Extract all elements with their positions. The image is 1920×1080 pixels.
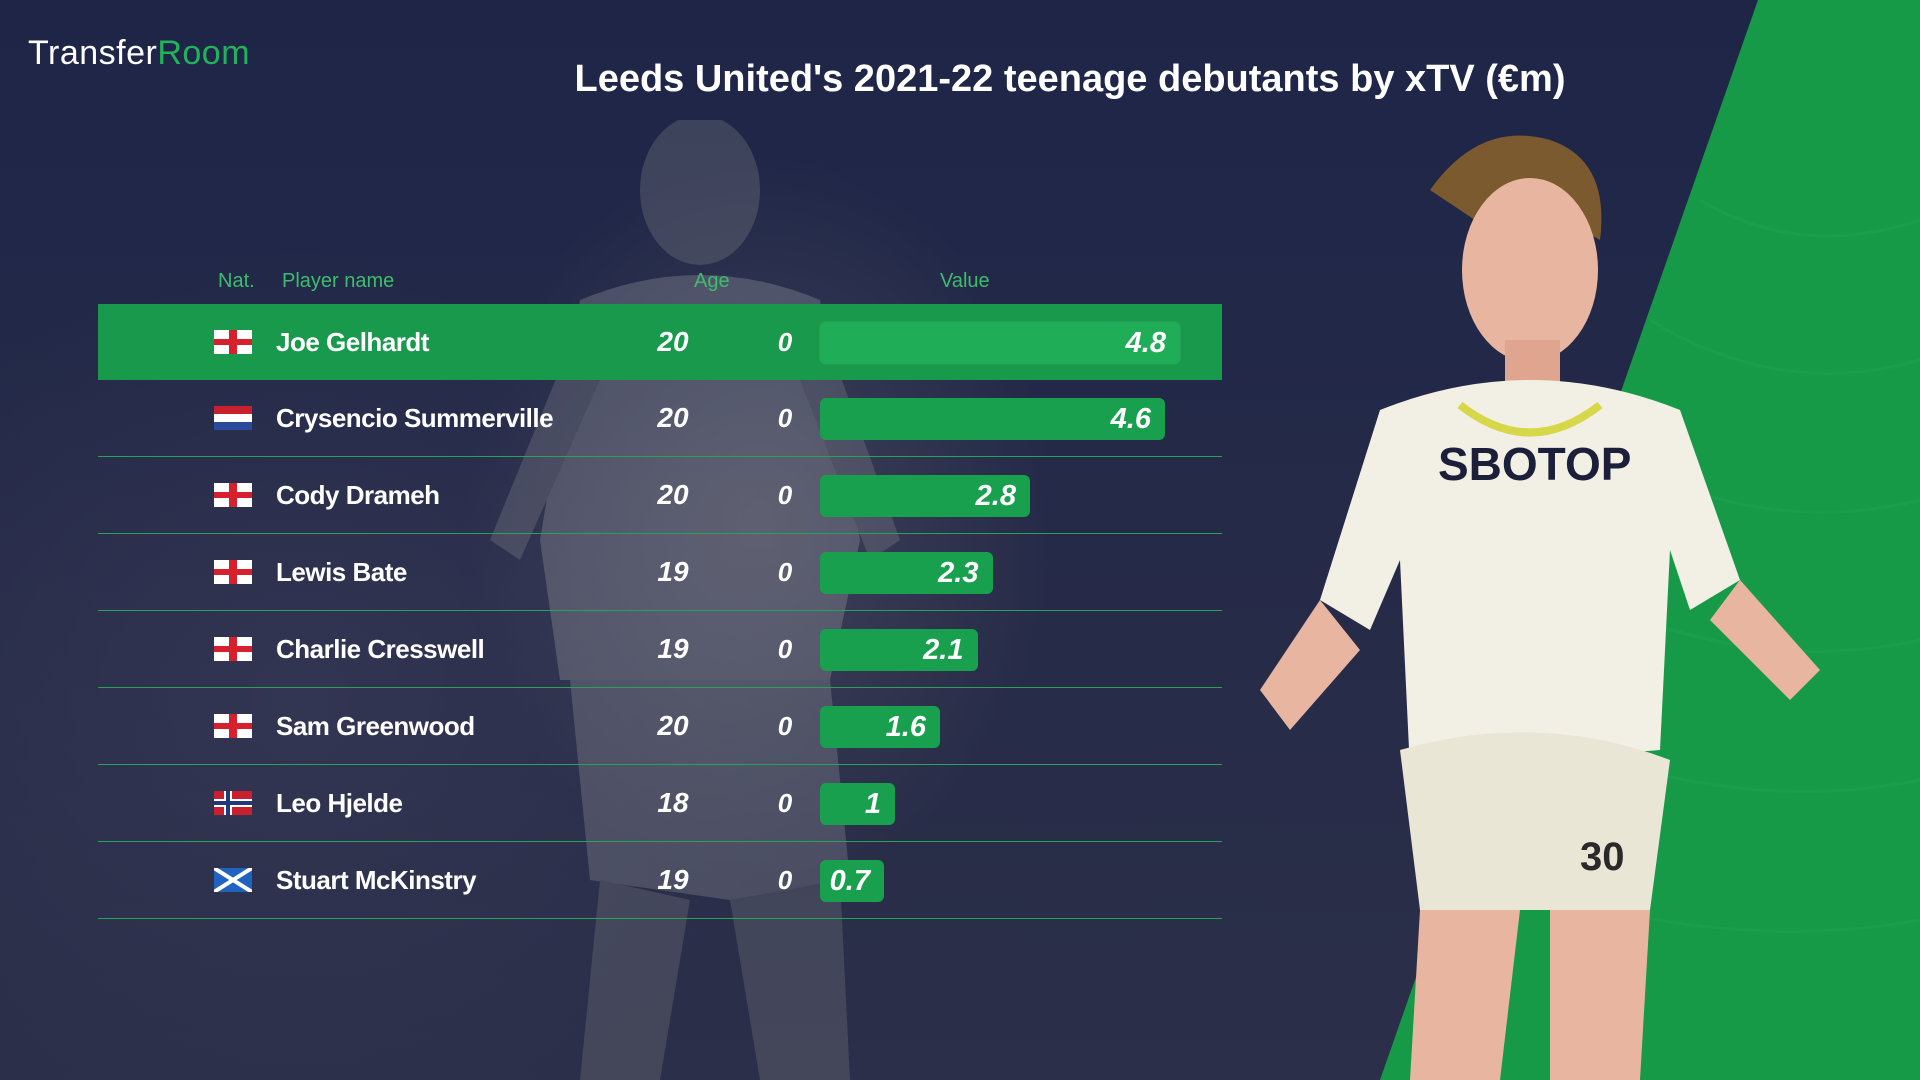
- player-age: 20: [657, 326, 689, 357]
- transferroom-logo: TransferRoom: [28, 34, 251, 72]
- table-row: Leo Hjelde 18 0 1: [98, 765, 1222, 842]
- header-age: Age: [694, 270, 730, 292]
- column-headers: Nat. Player name Age Value: [0, 270, 1240, 300]
- player-zero-stat: 0: [777, 788, 793, 818]
- england-flag-icon: [214, 714, 252, 738]
- header-nat: Nat.: [218, 270, 255, 292]
- scotland-flag-icon: [212, 866, 254, 894]
- england-flag-icon: [214, 483, 252, 507]
- player-table: Joe Gelhardt 20 0 4.8 Crysencio Summerville 2…: [98, 304, 1222, 919]
- player-zero-stat: 0: [777, 403, 793, 433]
- player-zero-stat: 0: [777, 557, 793, 587]
- value-label: 2.8: [975, 479, 1016, 512]
- player-age: 20: [657, 402, 689, 433]
- player-name: Leo Hjelde: [276, 788, 403, 818]
- player-name: Stuart McKinstry: [276, 865, 477, 895]
- value-bar: 2.8: [820, 475, 1030, 517]
- player-age: 19: [657, 556, 689, 587]
- table-row: Crysencio Summerville 20 0 4.6: [98, 380, 1222, 457]
- table-row: Lewis Bate 19 0 2.3: [98, 534, 1222, 611]
- player-name: Joe Gelhardt: [276, 327, 429, 357]
- player-age: 20: [657, 710, 689, 741]
- value-label: 4.6: [1110, 402, 1151, 435]
- player-zero-stat: 0: [777, 327, 793, 357]
- table-row: Cody Drameh 20 0 2.8: [98, 457, 1222, 534]
- value-label: 1.6: [885, 710, 926, 743]
- player-name: Cody Drameh: [276, 480, 440, 510]
- player-name: Charlie Cresswell: [276, 634, 485, 664]
- value-bar: 1: [820, 783, 895, 825]
- player-zero-stat: 0: [777, 865, 793, 895]
- norway-flag-icon: [214, 791, 252, 815]
- header-player-name: Player name: [282, 270, 395, 292]
- chart-title: Leeds United's 2021-22 teenage debutants…: [574, 58, 1566, 100]
- player-zero-stat: 0: [777, 711, 793, 741]
- player-name: Lewis Bate: [276, 557, 407, 587]
- value-label: 2.3: [938, 556, 979, 589]
- value-bar: 4.6: [820, 398, 1165, 440]
- header-value: Value: [940, 270, 990, 292]
- player-name: Crysencio Summerville: [276, 403, 554, 433]
- shorts-number: 30: [1580, 835, 1625, 879]
- value-bar: 0.7: [820, 860, 884, 902]
- player-zero-stat: 0: [777, 634, 793, 664]
- player-age: 19: [657, 633, 689, 664]
- value-bar: 2.1: [820, 629, 978, 671]
- table-row: Charlie Cresswell 19 0 2.1: [98, 611, 1222, 688]
- player-age: 19: [657, 864, 689, 895]
- player-name: Sam Greenwood: [276, 711, 475, 741]
- shirt-sponsor: SBOTOP: [1438, 438, 1631, 490]
- player-photo: SBOTOP 30: [1260, 135, 1820, 1080]
- value-bar: 1.6: [820, 706, 940, 748]
- value-bar: 4.8: [820, 322, 1180, 364]
- netherlands-flag-icon: [214, 406, 252, 430]
- player-age: 20: [657, 479, 689, 510]
- value-label: 1: [864, 787, 881, 820]
- value-label: 0.7: [829, 864, 870, 897]
- england-flag-icon: [214, 637, 252, 661]
- england-flag-icon: [214, 330, 252, 354]
- table-row: Joe Gelhardt 20 0 4.8: [98, 304, 1222, 380]
- player-age: 18: [657, 787, 689, 818]
- value-label: 4.8: [1125, 326, 1166, 359]
- england-flag-icon: [214, 560, 252, 584]
- table-row: Sam Greenwood 20 0 1.6: [98, 688, 1222, 765]
- value-bar: 2.3: [820, 552, 993, 594]
- table-row: Stuart McKinstry 19 0 0.7: [98, 842, 1222, 919]
- value-label: 2.1: [923, 633, 964, 666]
- player-zero-stat: 0: [777, 480, 793, 510]
